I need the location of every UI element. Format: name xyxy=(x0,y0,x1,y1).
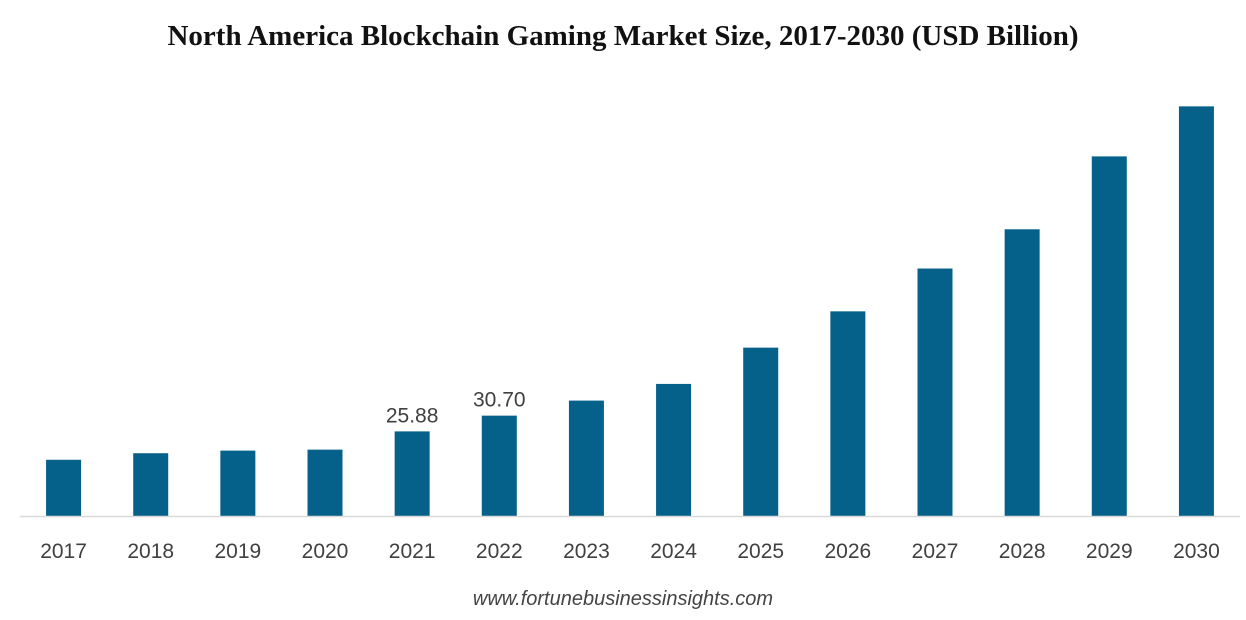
bar-2019 xyxy=(220,450,256,516)
data-labels: 25.88 30.70 xyxy=(386,389,526,428)
bar-2024 xyxy=(656,383,692,516)
bar-2017 xyxy=(46,459,82,516)
x-tick-label-2019: 2019 xyxy=(214,540,261,563)
x-tick-labels: 2017 2018 2019 2020 2021 2022 2023 2024 2025 2026… xyxy=(40,540,1220,563)
x-tick-label-2022: 2022 xyxy=(476,540,523,563)
bar-2022 xyxy=(481,415,517,516)
bar-2021 xyxy=(394,431,430,516)
x-tick-label-2021: 2021 xyxy=(389,540,436,563)
bar-2028 xyxy=(1004,229,1040,517)
x-tick-label-2020: 2020 xyxy=(302,540,349,563)
bar-2025 xyxy=(743,347,779,516)
x-tick-label-2028: 2028 xyxy=(999,540,1046,563)
x-tick-label-2025: 2025 xyxy=(737,540,784,563)
data-label-2021: 25.88 xyxy=(386,404,439,427)
x-tick-label-2018: 2018 xyxy=(127,540,174,563)
bar-2029 xyxy=(1091,156,1127,516)
bars-layer xyxy=(46,106,1214,517)
x-tick-label-2030: 2030 xyxy=(1173,540,1220,563)
bar-2018 xyxy=(133,453,169,516)
x-tick-label-2017: 2017 xyxy=(40,540,87,563)
bar-2026 xyxy=(830,311,866,516)
x-tick-label-2023: 2023 xyxy=(563,540,610,563)
bar-2030 xyxy=(1178,106,1214,516)
chart-title: North America Blockchain Gaming Market S… xyxy=(167,20,1079,52)
x-tick-label-2024: 2024 xyxy=(650,540,697,563)
data-label-2022: 30.70 xyxy=(473,389,526,412)
bar-2023 xyxy=(568,400,604,516)
bar-2020 xyxy=(307,449,343,516)
source-watermark: www.fortunebusinessinsights.com xyxy=(472,588,774,610)
bar-2027 xyxy=(917,268,953,516)
x-tick-label-2026: 2026 xyxy=(824,540,871,563)
x-tick-label-2027: 2027 xyxy=(912,540,959,563)
x-tick-label-2029: 2029 xyxy=(1086,540,1133,563)
